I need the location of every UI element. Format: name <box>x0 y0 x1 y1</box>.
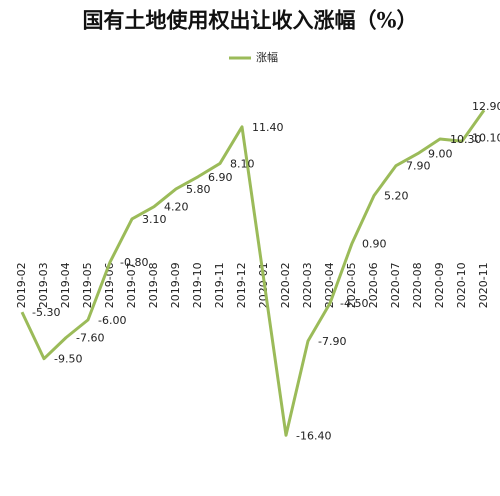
x-tick-label: 2019-11 <box>213 262 226 308</box>
data-label: -6.00 <box>98 314 126 327</box>
x-tick-label: 2019-09 <box>169 262 182 308</box>
data-label: 12.90 <box>472 100 500 113</box>
data-label: -5.30 <box>32 306 60 319</box>
x-tick-label: 2019-07 <box>125 262 138 308</box>
x-tick-label: 2019-06 <box>103 262 116 308</box>
data-label: 10.30 <box>450 133 482 146</box>
data-label: 0.90 <box>362 237 387 250</box>
x-tick-label: 2019-04 <box>59 262 72 308</box>
x-tick-label: 2019-02 <box>15 262 28 308</box>
x-tick-label: 2019-12 <box>235 262 248 308</box>
x-tick-label: 2020-11 <box>477 262 490 308</box>
data-label: 6.90 <box>208 171 233 184</box>
legend-label: 涨幅 <box>256 51 278 64</box>
x-tick-label: 2019-10 <box>191 262 204 308</box>
x-tick-label: 2020-03 <box>301 262 314 308</box>
x-tick-label: 2019-03 <box>37 262 50 308</box>
chart-title: 国有土地使用权出让收入涨幅（%） <box>83 8 418 33</box>
data-label: 5.20 <box>384 190 409 203</box>
data-label: -7.90 <box>318 335 346 348</box>
data-label: 9.00 <box>428 147 453 160</box>
x-tick-label: 2020-07 <box>389 262 402 308</box>
data-label: 7.90 <box>406 160 431 173</box>
x-tick-label: 2019-08 <box>147 262 160 308</box>
data-label: -16.40 <box>296 429 331 442</box>
x-tick-label: 2020-02 <box>279 262 292 308</box>
data-label: 10.10 <box>472 131 500 144</box>
x-tick-label: 2020-10 <box>455 262 468 308</box>
x-tick-label: 2019-05 <box>81 262 94 308</box>
data-label: -7.60 <box>76 332 104 345</box>
x-tick-label: 2020-06 <box>367 262 380 308</box>
data-label: 4.20 <box>164 201 189 214</box>
x-tick-label: 2020-09 <box>433 262 446 308</box>
data-label: -0.80 <box>120 256 148 269</box>
data-label: 8.10 <box>230 157 255 170</box>
line-series <box>20 109 486 437</box>
data-label: 3.10 <box>142 213 167 226</box>
data-label: -4.50 <box>340 297 368 310</box>
data-label: -9.50 <box>54 353 82 366</box>
x-tick-label: 2020-05 <box>345 262 358 308</box>
data-label: 5.80 <box>186 183 211 196</box>
data-label: 11.40 <box>252 121 284 134</box>
x-tick-label: 2020-08 <box>411 262 424 308</box>
